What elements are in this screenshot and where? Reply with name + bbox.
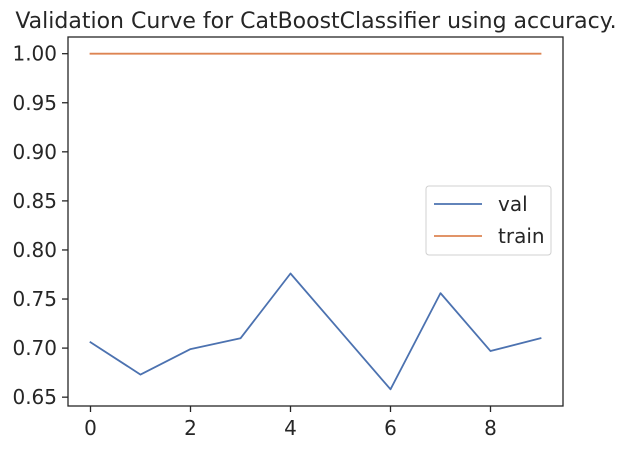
y-tick-label: 0.90 [12, 140, 57, 164]
legend-label-val: val [498, 192, 528, 216]
y-tick-label: 0.80 [12, 238, 57, 262]
y-tick-label: 0.95 [12, 91, 57, 115]
legend-label-train: train [498, 224, 545, 248]
axes-frame [67, 36, 564, 407]
chart-title: Validation Curve for CatBoostClassifier … [15, 9, 616, 34]
series-layer [89, 52, 542, 391]
x-tick-label: 8 [484, 416, 497, 440]
series-line-val [89, 272, 542, 391]
x-tick-label: 2 [184, 416, 197, 440]
y-tick-label: 1.00 [12, 42, 57, 66]
x-tick-label: 0 [84, 416, 97, 440]
y-tick-label: 0.85 [12, 189, 57, 213]
y-tick-label: 0.75 [12, 287, 57, 311]
y-tick-label: 0.70 [12, 336, 57, 360]
x-tick-label: 6 [384, 416, 397, 440]
legend: val train [425, 185, 552, 256]
x-tick-label: 4 [284, 416, 297, 440]
axes-layer: 0 2 4 6 8 0.65 0.70 0.75 0.80 0.85 0.90 0.95 1.00 [12, 36, 564, 440]
y-tick-label: 0.65 [12, 385, 57, 409]
